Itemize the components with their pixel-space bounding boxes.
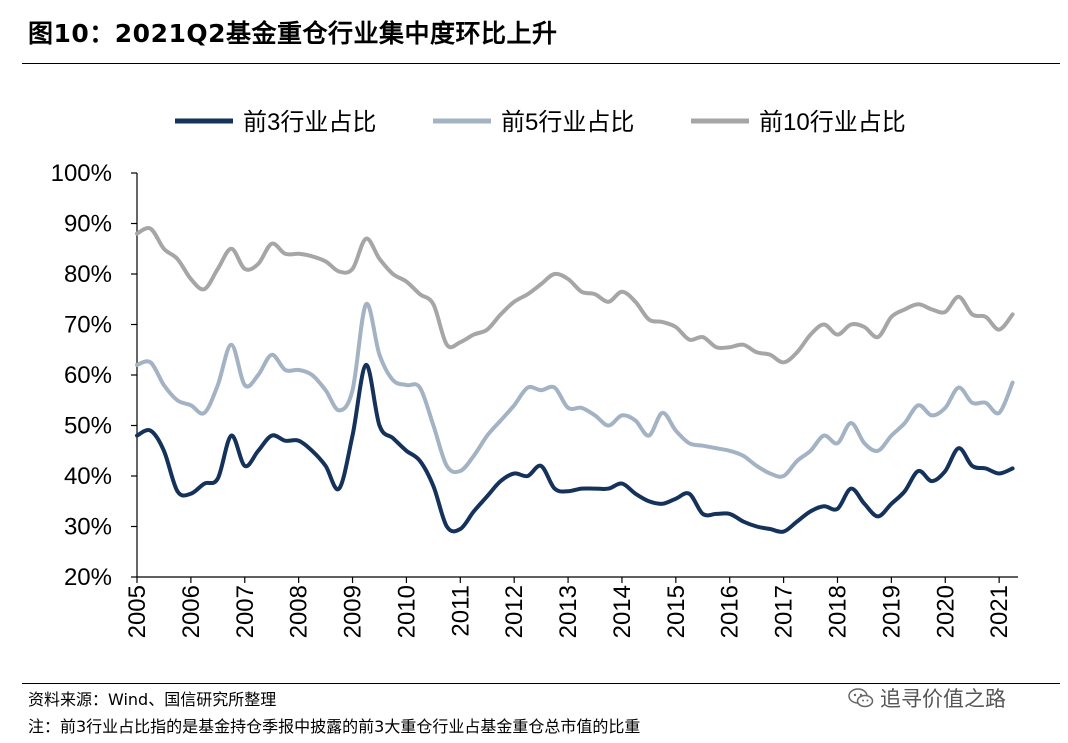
x-axis: 2005 2006 2007 2008 2009 2010 2011 2012 2013 2014… <box>124 576 1018 638</box>
legend-label: 前3行业占比 <box>243 109 376 136</box>
y-tick-label: 70% <box>64 312 112 339</box>
y-tick-label: 20% <box>64 564 112 591</box>
title-divider <box>22 63 1060 64</box>
x-tick-label: 2016 <box>717 585 744 638</box>
footnote: 注：前3行业占比指的是基金持仓季报中披露的前3大重仓行业占基金重仓总市值的比重 <box>28 717 641 736</box>
x-tick-label: 2011 <box>447 585 474 637</box>
y-tick-label: 100% <box>51 160 112 187</box>
x-tick-label: 2012 <box>501 585 528 638</box>
x-tick-label: 2007 <box>232 585 259 638</box>
y-tick-label: 90% <box>64 211 112 238</box>
x-tick-label: 2018 <box>824 585 851 638</box>
y-tick-label: 60% <box>64 362 112 389</box>
x-tick-label: 2013 <box>555 585 582 638</box>
y-tick-label: 40% <box>64 463 112 490</box>
y-tick-label: 50% <box>64 413 112 440</box>
x-tick-label: 2019 <box>878 585 905 638</box>
x-tick-label: 2021 <box>986 585 1013 638</box>
x-tick-label: 2006 <box>178 585 205 638</box>
y-tick-label: 30% <box>64 514 112 541</box>
series-line-2 <box>135 302 1015 479</box>
x-tick-label: 2009 <box>340 585 367 638</box>
watermark-text: 追寻价值之路 <box>880 687 1006 711</box>
x-tick-label: 2010 <box>393 585 420 638</box>
x-tick-label: 2017 <box>771 585 798 638</box>
series-line-1 <box>135 362 1015 534</box>
x-tick-label: 2015 <box>663 585 690 638</box>
y-axis: 100% 90% 80% 70% 60% 50% 40% 30% 20% <box>51 160 138 591</box>
x-tick-label: 2020 <box>932 585 959 638</box>
x-tick-label: 2005 <box>124 585 151 638</box>
x-tick-label: 2014 <box>609 585 636 638</box>
legend: 前3行业占比 前5行业占比 前10行业占比 <box>175 109 906 136</box>
plot-area <box>135 226 1015 534</box>
x-tick-label: 2008 <box>286 585 313 638</box>
y-tick-label: 80% <box>64 261 112 288</box>
line-chart: 前3行业占比 前5行业占比 前10行业占比 100% 90% 80% 70% 60% 50% 4… <box>51 109 1018 638</box>
legend-label: 前10行业占比 <box>759 109 906 136</box>
watermark: 追寻价值之路 <box>848 683 1006 713</box>
wechat-icon <box>848 688 874 708</box>
series-line-3 <box>135 226 1015 365</box>
source-note: 资料来源：Wind、国信研究所整理 <box>28 690 277 709</box>
chart-title: 图10：2021Q2基金重仓行业集中度环比上升 <box>28 19 558 48</box>
footer-divider <box>22 683 1060 684</box>
legend-label: 前5行业占比 <box>501 109 634 136</box>
